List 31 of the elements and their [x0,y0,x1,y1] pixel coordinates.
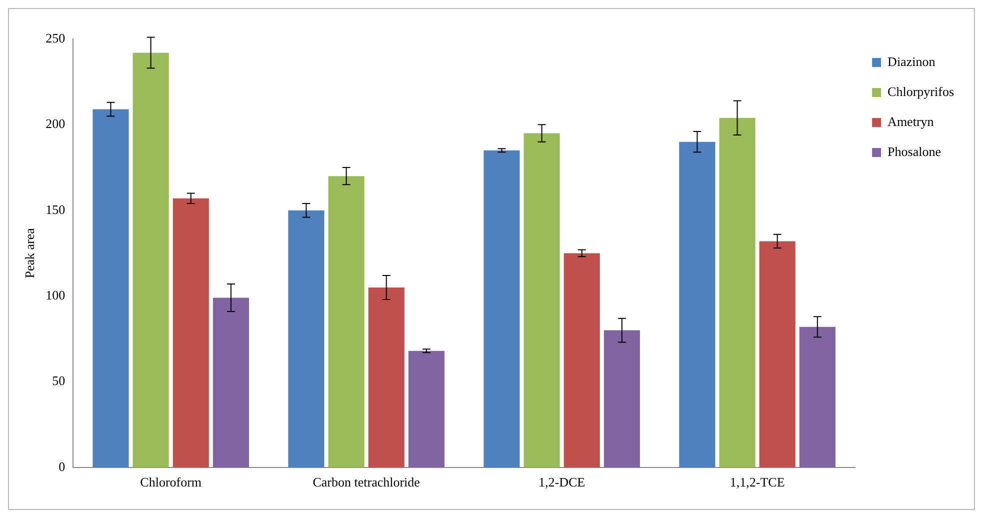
x-tick-label: Chloroform [140,474,202,490]
bar [719,118,756,468]
x-tick-label: 1,2-DCE [538,474,586,490]
bar [759,241,796,468]
bar [799,326,836,468]
y-axis-title: Peak area [22,228,38,278]
bar [212,298,249,468]
bar [172,198,209,468]
bar [328,176,364,468]
bar [92,109,129,468]
bar [408,350,444,468]
legend-label: Diazinon [888,54,936,69]
legend-label: Chlorpyrifos [888,84,954,99]
bar [524,133,560,468]
y-tick-label: 0 [58,458,66,474]
y-tick-label: 100 [46,287,66,302]
y-tick-label: 150 [46,202,66,217]
x-tick-label: 1,1,2-TCE [730,474,785,490]
bar [132,52,169,468]
y-tick-label: 250 [46,30,66,46]
bar [679,142,716,468]
bar [368,287,404,468]
x-tick-label: Carbon tetrachloride [312,474,420,490]
y-tick-label: 50 [52,373,66,388]
bar [604,330,640,468]
y-tick-label: 200 [46,116,66,132]
bar [564,253,600,468]
legend-label: Ametryn [888,114,934,129]
bar [484,150,520,468]
bar [288,210,324,468]
legend-label: Phosalone [888,144,942,159]
